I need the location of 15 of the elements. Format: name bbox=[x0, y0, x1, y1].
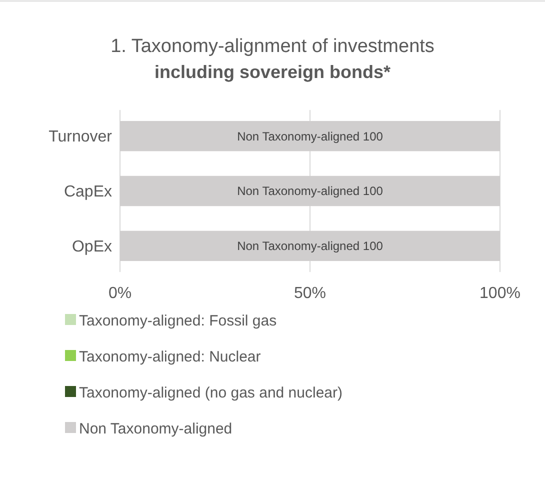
legend-label: Taxonomy-aligned: Fossil gas bbox=[79, 312, 277, 330]
x-tick-label: 100% bbox=[480, 285, 520, 302]
legend-label: Non Taxonomy-aligned bbox=[79, 420, 232, 438]
legend-label: Taxonomy-aligned: Nuclear bbox=[79, 348, 261, 366]
chart-title: 1. Taxonomy-alignment of investments bbox=[110, 36, 434, 57]
chart-subtitle: including sovereign bonds* bbox=[154, 62, 391, 82]
y-tick-label: Turnover bbox=[48, 128, 113, 146]
x-tick-label: 0% bbox=[108, 285, 132, 302]
y-tick-label: OpEx bbox=[72, 238, 112, 256]
y-tick-label: CapEx bbox=[64, 184, 112, 201]
data-label: Non Taxonomy-aligned 100 bbox=[237, 184, 384, 198]
data-label: Non Taxonomy-aligned 100 bbox=[237, 129, 384, 144]
data-label: Non Taxonomy-aligned 100 bbox=[237, 239, 384, 254]
legend-label: Taxonomy-aligned (no gas and nuclear) bbox=[79, 384, 342, 402]
x-tick-label: 50% bbox=[294, 285, 326, 302]
